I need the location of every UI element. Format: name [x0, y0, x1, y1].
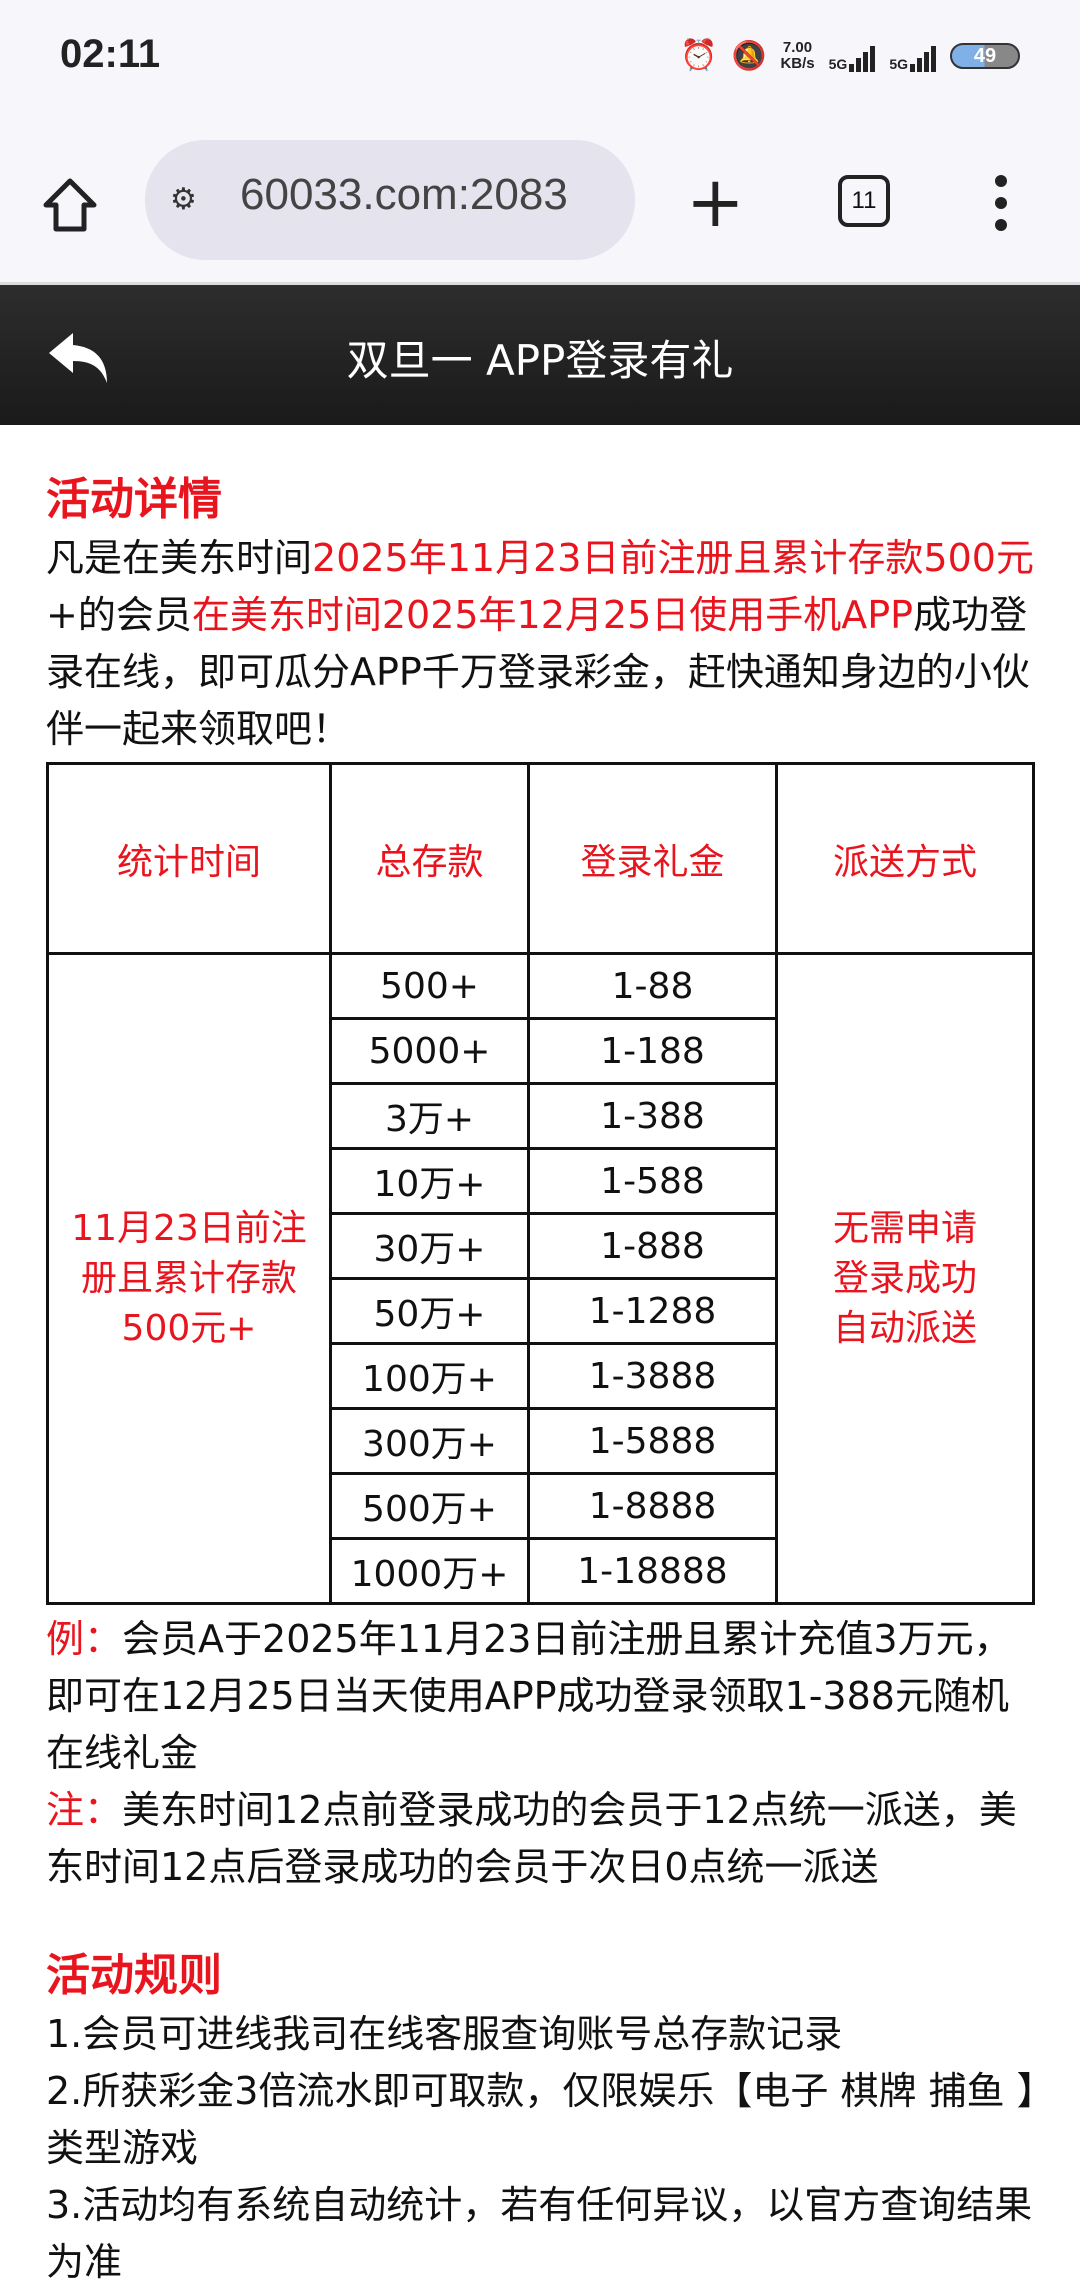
col-header: 总存款 [329, 762, 530, 955]
bonus-cell: 1-5888 [527, 1407, 778, 1475]
bonus-cell: 1-588 [527, 1147, 778, 1215]
browser-toolbar: ⚙ 60033.com:2083 + 11 [0, 130, 1080, 285]
delivery-note: 注：美东时间12点前登录成功的会员于12点统一派送，美东时间12点后登录成功的会… [46, 1782, 1036, 1896]
table-header-row: 统计时间 总存款 登录礼金 派送方式 [46, 762, 1035, 955]
network-type: 5G [889, 55, 908, 72]
status-bar: 02:11 ⏰ 🔕 7.00 KB/s 5G 5G 49 [0, 0, 1080, 130]
table-row: 100万+ 1-3888 [48, 1342, 1034, 1410]
deposit-cell: 3万+ [329, 1082, 530, 1150]
intro-text: +的会员 [46, 593, 192, 637]
bonus-table: 统计时间 总存款 登录礼金 派送方式 11月23日前注册且累计存款500元+ 5… [46, 762, 1035, 1605]
table-row: 5000+ 1-188 [48, 1017, 1034, 1085]
note-text: 美东时间12点前登录成功的会员于12点统一派送，美东时间12点后登录成功的会员于… [46, 1788, 1017, 1889]
bonus-cell: 1-1288 [527, 1277, 778, 1345]
address-bar[interactable]: ⚙ 60033.com:2083 [145, 140, 635, 260]
deposit-cell: 500万+ [329, 1472, 530, 1540]
signal-icon-2: 5G [889, 40, 936, 72]
network-type: 5G [828, 55, 848, 72]
example-text: 会员A于2025年11月23日前注册且累计充值3万元，即可在12月25日当天使用… [46, 1617, 1012, 1775]
deposit-cell: 10万+ [329, 1147, 530, 1215]
battery-icon: 49 [950, 42, 1020, 69]
intro-text: 凡是在美东时间 [46, 536, 313, 580]
new-tab-button[interactable]: + [686, 161, 745, 243]
deposit-cell: 100万+ [329, 1342, 530, 1410]
period-cell: 11月23日前注册且累计存款500元+ [46, 952, 332, 1605]
bell-muted-icon: 🔕 [731, 40, 767, 71]
bonus-cell: 1-188 [527, 1017, 778, 1085]
deposit-cell: 300万+ [329, 1407, 530, 1475]
page-header: 双旦一 APP登录有礼 [0, 285, 1080, 425]
signal-icon-1: 5G [829, 40, 876, 72]
col-header: 派送方式 [775, 762, 1035, 955]
example-note: 例：会员A于2025年11月23日前注册且累计充值3万元，即可在12月25日当天… [46, 1611, 1036, 1782]
details-paragraph: 凡是在美东时间2025年11月23日前注册且累计存款500元 +的会员在美东时间2… [46, 530, 1036, 758]
intro-highlight: 在美东时间2025年12月25日使用手机APP [191, 593, 914, 637]
example-label: 例： [46, 1617, 123, 1661]
deposit-cell: 500+ [329, 952, 530, 1020]
bonus-cell: 1-888 [527, 1212, 778, 1280]
tab-switcher-button[interactable]: 11 [838, 175, 890, 227]
bonus-cell: 1-18888 [527, 1537, 778, 1605]
bonus-cell: 1-3888 [527, 1342, 778, 1410]
rule-item: 1.会员可进线我司在线客服查询账号总存款记录 [46, 2012, 843, 2056]
deposit-cell: 5000+ [329, 1017, 530, 1085]
note-label: 注： [46, 1788, 123, 1832]
deposit-cell: 30万+ [329, 1212, 530, 1280]
rules-heading: 活动规则 [46, 1950, 222, 2001]
page-title: 双旦一 APP登录有礼 [346, 336, 734, 385]
table-row: 3万+ 1-388 [48, 1082, 1034, 1150]
table-row: 500万+ 1-8888 [48, 1472, 1034, 1540]
table-row: 10万+ 1-588 [48, 1147, 1034, 1215]
rule-item: 2.所获彩金3倍流水即可取款，仅限娱乐【电子 棋牌 捕鱼 】类型游戏 [46, 2069, 1036, 2170]
alarm-icon: ⏰ [680, 39, 718, 72]
content: 活动详情 凡是在美东时间2025年11月23日前注册且累计存款500元 +的会员在… [46, 470, 1036, 2291]
details-heading: 活动详情 [46, 474, 222, 525]
col-header: 登录礼金 [527, 762, 778, 955]
delivery-cell: 无需申请登录成功自动派送 [775, 952, 1035, 1605]
table-row: 11月23日前注册且累计存款500元+ 500+ 1-88 无需申请登录成功自动… [46, 952, 1035, 1605]
speed-unit: KB/s [780, 54, 815, 72]
more-menu-icon[interactable] [995, 175, 1009, 241]
back-icon[interactable] [45, 327, 115, 387]
bonus-cell: 1-388 [527, 1082, 778, 1150]
speed-value: 7.00 [782, 38, 813, 56]
rule-item: 3.活动均有系统自动统计，若有任何异议，以官方查询结果为准 [46, 2183, 1033, 2284]
bonus-cell: 1-88 [527, 952, 778, 1020]
deposit-cell: 1000万+ [329, 1537, 530, 1605]
table-row: 300万+ 1-5888 [48, 1407, 1034, 1475]
table-row: 50万+ 1-1288 [48, 1277, 1034, 1345]
bonus-cell: 1-8888 [527, 1472, 778, 1540]
table-row: 1000万+ 1-18888 [48, 1537, 1034, 1605]
clock: 02:11 [60, 32, 161, 76]
deposit-cell: 50万+ [329, 1277, 530, 1345]
intro-highlight: 2025年11月23日前注册且累计存款500元 [312, 536, 1034, 580]
col-header: 统计时间 [46, 762, 332, 955]
table-row: 30万+ 1-888 [48, 1212, 1034, 1280]
home-icon[interactable] [40, 175, 100, 235]
site-settings-icon[interactable]: ⚙ [170, 182, 197, 217]
url-text[interactable]: 60033.com:2083 [240, 170, 568, 219]
network-speed: 7.00 KB/s [780, 38, 815, 72]
intro-text: 成功登录在线，即可瓜分APP千万登录彩金，赶快通知身边的小伙伴一起来领取吧！ [46, 593, 1030, 751]
